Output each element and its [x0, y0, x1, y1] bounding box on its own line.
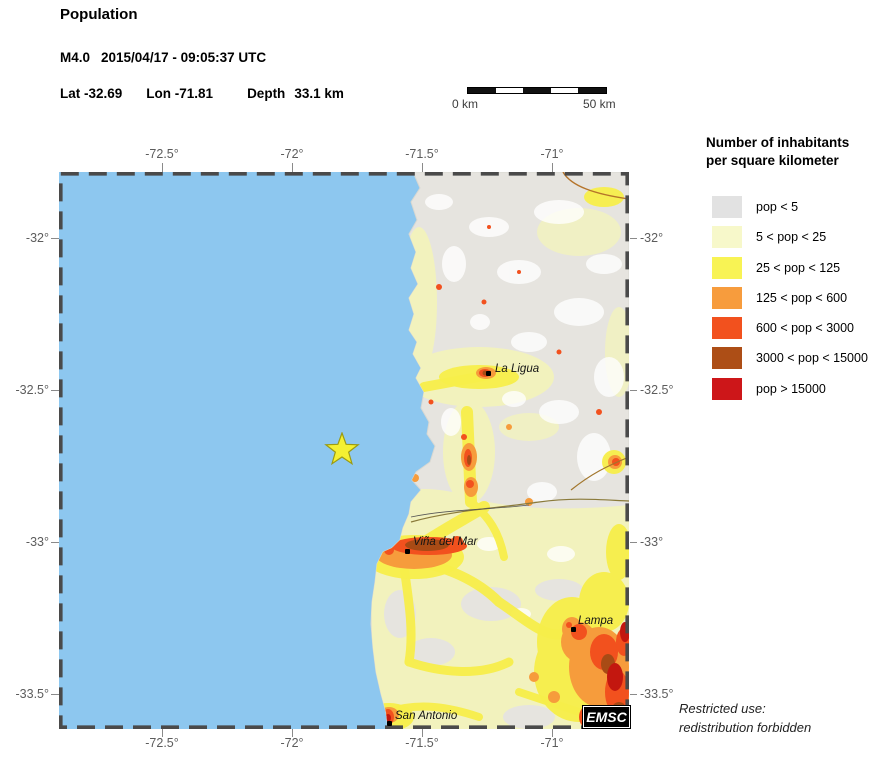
- restricted-use-notice: Restricted use: redistribution forbidden: [679, 700, 811, 737]
- lat-tick-mark-right: [630, 390, 637, 391]
- legend-swatch: [712, 377, 742, 400]
- legend-item-label: pop < 5: [756, 200, 799, 214]
- lat-tick-label-right: -33°: [640, 535, 664, 549]
- lat-tick-mark-left: [51, 238, 59, 239]
- event-longitude: Lon -71.81: [146, 86, 214, 101]
- legend-swatch: [712, 226, 742, 249]
- scalebar-segment: [495, 88, 524, 93]
- event-depth-label: Depth: [247, 86, 286, 101]
- lon-tick-label-top: -72.5°: [145, 147, 179, 161]
- legend-swatch: [712, 286, 742, 309]
- legend-item-label: 25 < pop < 125: [756, 260, 841, 275]
- lat-tick-mark-left: [51, 542, 59, 543]
- event-datetime: 2015/04/17 - 09:05:37 UTC: [101, 50, 267, 65]
- lat-tick-mark-right: [630, 238, 637, 239]
- legend-item-label: pop > 15000: [756, 381, 826, 396]
- lon-tick-label-top: -72°: [280, 147, 304, 161]
- lon-tick-mark-bottom: [162, 729, 163, 737]
- lon-tick-label-bottom: -71.5°: [405, 736, 439, 750]
- lon-tick-mark-bottom: [552, 729, 553, 737]
- map-frame: [58, 171, 630, 730]
- lat-tick-mark-left: [51, 390, 59, 391]
- lon-tick-label-bottom: -72.5°: [145, 736, 179, 750]
- scalebar-segment: [550, 88, 579, 93]
- event-magnitude: M4.0: [60, 50, 91, 65]
- lat-tick-mark-right: [630, 542, 637, 543]
- lon-tick-mark-top: [422, 163, 423, 172]
- legend-swatch: [712, 347, 742, 370]
- lat-tick-label-right: -32°: [640, 231, 664, 245]
- legend-swatch: [712, 317, 742, 340]
- legend-item-label: 5 < pop < 25: [756, 230, 827, 245]
- lat-tick-label-right: -32.5°: [640, 383, 674, 397]
- lon-tick-mark-bottom: [422, 729, 423, 737]
- page-title: Population: [60, 6, 138, 23]
- map-canvas: [58, 171, 630, 730]
- lat-tick-mark-left: [51, 694, 59, 695]
- legend-title: Number of inhabitants per square kilomet…: [706, 134, 849, 170]
- lon-tick-label-top: -71°: [540, 147, 564, 161]
- lat-tick-label-left: -33°: [25, 535, 49, 549]
- legend-item: 3000 < pop < 15000: [712, 347, 868, 370]
- scalebar-segment: [578, 88, 606, 93]
- legend-swatch: [712, 256, 742, 279]
- legend-title-line2: per square kilometer: [706, 153, 839, 168]
- lon-tick-label-bottom: -71°: [540, 736, 564, 750]
- event-depth-value: 33.1 km: [294, 86, 344, 101]
- event-summary: M4.0 2015/04/17 - 09:05:37 UTC: [60, 50, 266, 65]
- lat-tick-label-left: -33.5°: [15, 687, 50, 701]
- legend-item: 25 < pop < 125: [712, 256, 868, 279]
- lon-tick-mark-top: [292, 163, 293, 172]
- legend-swatch: [712, 196, 742, 218]
- event-coordinates: Lat -32.69 Lon -71.81 Depth 33.1 km: [60, 86, 344, 101]
- lon-tick-mark-top: [552, 163, 553, 172]
- legend-item: pop < 5: [712, 196, 868, 218]
- legend-item: 125 < pop < 600: [712, 286, 868, 309]
- restricted-line1: Restricted use:: [679, 701, 766, 716]
- lon-tick-label-top: -71.5°: [405, 147, 439, 161]
- scalebar-end-label: 50 km: [583, 97, 616, 111]
- lon-tick-mark-top: [162, 163, 163, 172]
- legend-items: pop < 5 5 < pop < 25 25 < pop < 125 125 < p…: [712, 196, 868, 408]
- roads: [410, 172, 629, 523]
- legend-item: pop > 15000: [712, 377, 868, 400]
- legend-item-label: 3000 < pop < 15000: [756, 351, 868, 366]
- legend-item-label: 125 < pop < 600: [756, 290, 848, 305]
- legend-item: 5 < pop < 25: [712, 226, 868, 249]
- scalebar-segment: [468, 88, 496, 93]
- lat-tick-label-left: -32.5°: [15, 383, 50, 397]
- legend-item: 600 < pop < 3000: [712, 317, 868, 340]
- map-svg: [58, 171, 630, 730]
- lon-tick-label-bottom: -72°: [280, 736, 304, 750]
- lon-tick-mark-bottom: [292, 729, 293, 737]
- legend-title-line1: Number of inhabitants: [706, 135, 850, 150]
- lat-tick-mark-right: [630, 694, 637, 695]
- legend-item-label: 600 < pop < 3000: [756, 321, 855, 336]
- event-latitude: Lat -32.69: [60, 86, 123, 101]
- map-scalebar: [467, 87, 607, 94]
- lat-tick-label-right: -33.5°: [640, 687, 674, 701]
- lat-tick-label-left: -32°: [25, 231, 49, 245]
- scalebar-start-label: 0 km: [452, 97, 479, 111]
- scalebar-segment: [523, 88, 551, 93]
- restricted-line2: redistribution forbidden: [679, 719, 812, 735]
